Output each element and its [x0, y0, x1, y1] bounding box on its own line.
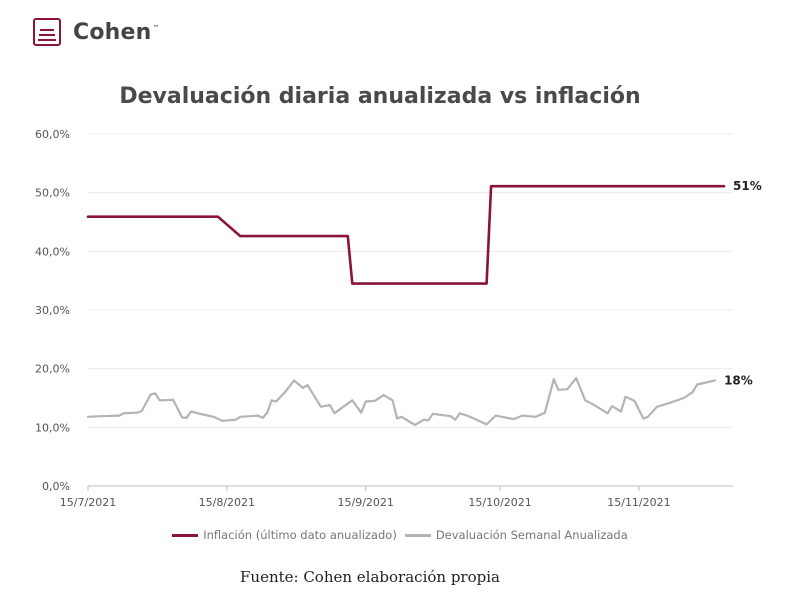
legend-item-devaluacion: Devaluación Semanal Anualizada — [404, 528, 628, 542]
y-tick-label: 60,0% — [35, 128, 70, 141]
legend-label-devaluacion: Devaluación Semanal Anualizada — [435, 528, 628, 542]
legend-swatch-inflacion — [172, 533, 199, 537]
y-tick-label: 0,0% — [42, 480, 70, 493]
y-tick-label: 10,0% — [35, 421, 70, 434]
chart-legend: Inflación (último dato anualizado) Deval… — [0, 528, 800, 542]
y-tick-label: 30,0% — [35, 304, 70, 317]
legend-item-inflacion: Inflación (último dato anualizado) — [172, 528, 397, 542]
series-line-inflacion — [86, 184, 726, 285]
end-label-inflacion: 51% — [733, 179, 762, 193]
series-line-devaluacion — [86, 377, 717, 427]
x-tick-label: 15/11/2021 — [607, 496, 670, 509]
legend-swatch-devaluacion — [404, 533, 431, 537]
source-note: Fuente: Cohen elaboración propia — [240, 568, 500, 586]
cohen-logo-icon — [33, 18, 61, 46]
x-tick-label: 15/7/2021 — [60, 496, 116, 509]
trademark-mark: ™ — [152, 23, 160, 32]
chart-title: Devaluación diaria anualizada vs inflaci… — [119, 84, 641, 109]
legend-label-inflacion: Inflación (último dato anualizado) — [203, 528, 397, 542]
brand-name: Cohen — [73, 19, 152, 45]
y-tick-label: 50,0% — [35, 187, 70, 200]
cohen-logo: Cohen™ — [33, 18, 160, 46]
x-tick-label: 15/10/2021 — [468, 496, 531, 509]
logo-text: Cohen™ — [73, 20, 160, 45]
x-tick-label: 15/8/2021 — [199, 496, 255, 509]
y-tick-label: 20,0% — [35, 363, 70, 376]
end-label-devaluacion: 18% — [724, 373, 753, 387]
x-tick-label: 15/9/2021 — [338, 496, 394, 509]
y-tick-label: 40,0% — [35, 245, 70, 258]
